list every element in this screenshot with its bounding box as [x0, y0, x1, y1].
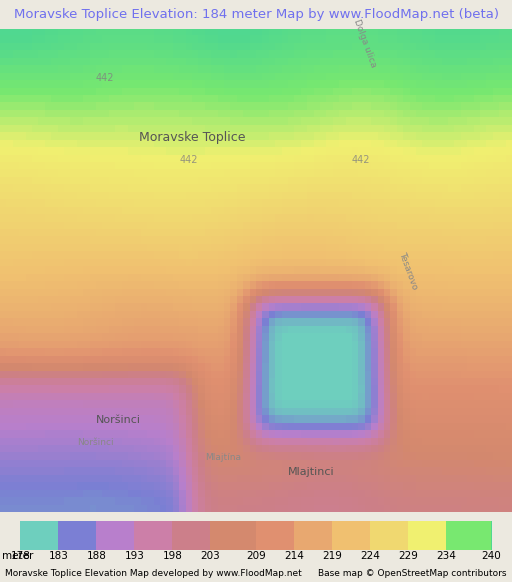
Text: 442: 442	[352, 155, 371, 165]
Text: 219: 219	[322, 551, 342, 561]
Text: Tesarovo: Tesarovo	[397, 251, 419, 291]
Text: 203: 203	[201, 551, 220, 561]
Text: 183: 183	[49, 551, 69, 561]
Bar	[332, 521, 370, 550]
Text: Noršinci: Noršinci	[77, 438, 114, 448]
Text: Mlajtína: Mlajtína	[205, 453, 241, 462]
Text: 214: 214	[284, 551, 304, 561]
Bar	[294, 521, 332, 550]
Bar	[135, 521, 173, 550]
Text: 229: 229	[398, 551, 418, 561]
Bar	[20, 521, 58, 550]
Bar	[210, 521, 256, 550]
Bar	[96, 521, 135, 550]
Text: 442: 442	[179, 155, 198, 165]
Text: 240: 240	[482, 551, 501, 561]
Bar	[173, 521, 210, 550]
Bar	[58, 521, 96, 550]
Text: Moravske Toplice: Moravske Toplice	[139, 130, 245, 144]
Text: 193: 193	[124, 551, 144, 561]
Text: 188: 188	[87, 551, 106, 561]
Text: Base map © OpenStreetMap contributors: Base map © OpenStreetMap contributors	[318, 569, 507, 578]
Bar	[446, 521, 492, 550]
Text: 234: 234	[436, 551, 456, 561]
Bar	[256, 521, 294, 550]
Bar	[408, 521, 446, 550]
Text: Moravske Toplice Elevation: 184 meter Map by www.FloodMap.net (beta): Moravske Toplice Elevation: 184 meter Ma…	[13, 8, 499, 21]
Text: Moravske Toplice Elevation Map developed by www.FloodMap.net: Moravske Toplice Elevation Map developed…	[5, 569, 302, 578]
Text: 209: 209	[246, 551, 266, 561]
Text: Mlajtinci: Mlajtinci	[288, 467, 335, 477]
Text: 198: 198	[162, 551, 182, 561]
Text: 224: 224	[360, 551, 380, 561]
Text: Noršinci: Noršinci	[96, 415, 141, 425]
Bar	[370, 521, 408, 550]
Text: 178: 178	[11, 551, 30, 561]
Text: 442: 442	[96, 73, 115, 83]
Text: Dolga ulica: Dolga ulica	[352, 17, 378, 68]
Text: meter: meter	[2, 551, 33, 561]
